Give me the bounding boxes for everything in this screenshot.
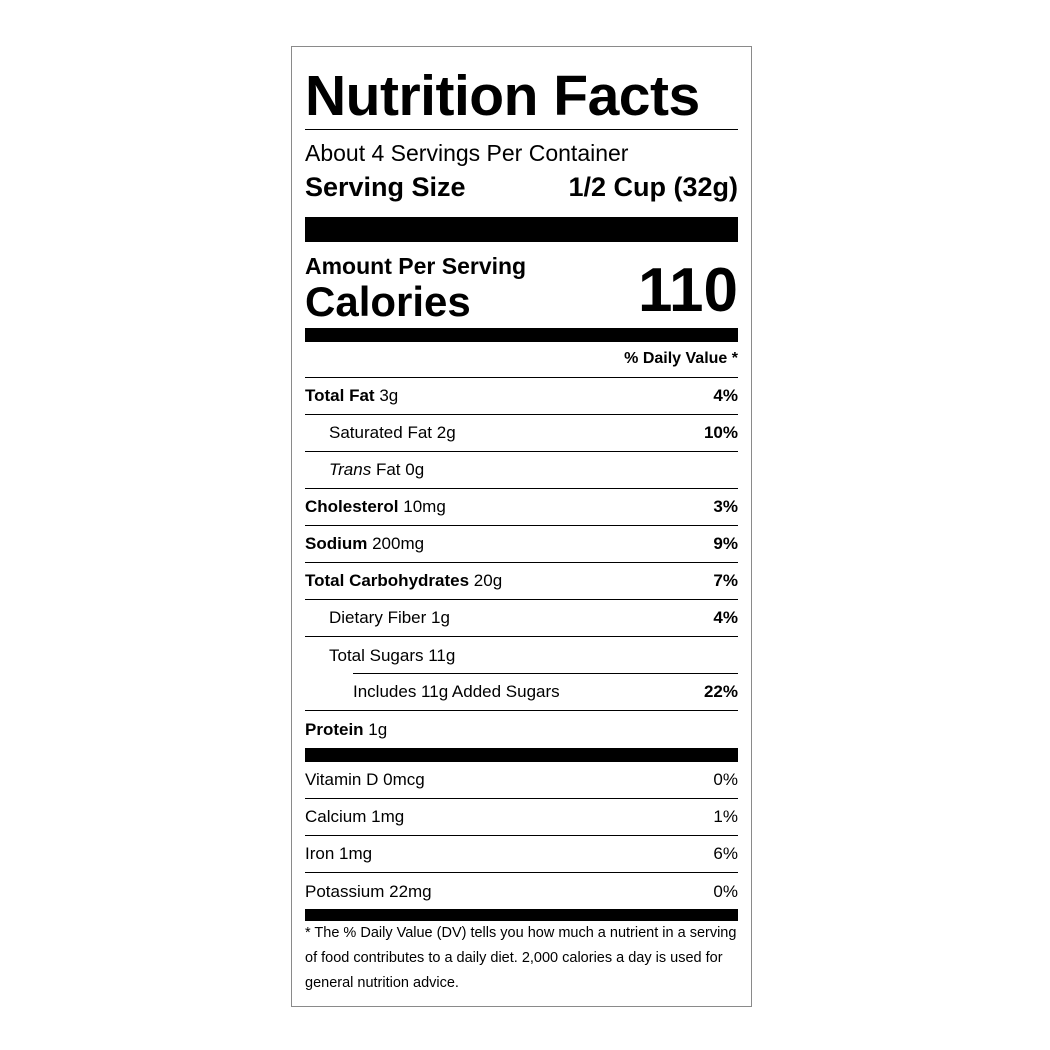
- nutrient-name-amount: Saturated Fat 2g: [305, 423, 456, 443]
- calories-value: 110: [637, 256, 738, 325]
- nutrient-name: Saturated Fat: [329, 423, 433, 442]
- vitamin-row: Calcium 1mg 1%: [305, 799, 738, 836]
- vitamin-name-amount: Vitamin D 0mcg: [305, 770, 425, 790]
- nutrient-name-amount: Total Fat 3g: [305, 386, 398, 406]
- vitamin-daily-value: 0%: [713, 881, 738, 901]
- nutrient-amount: 1g: [431, 608, 450, 627]
- serving-size-label: Serving Size: [305, 172, 466, 202]
- nutrient-amount: 2g: [436, 423, 456, 442]
- nutrient-name: Total Sugars: [329, 645, 424, 665]
- nutrient-name-amount: Protein 1g: [305, 720, 387, 740]
- nutrient-name: Cholesterol: [305, 497, 399, 516]
- label-title: Nutrition Facts: [305, 64, 700, 128]
- vitamin-name-amount: Potassium 22mg: [305, 882, 432, 902]
- nutrient-row: Total Carbohydrates 20g 7%: [305, 563, 738, 600]
- nutrient-name: Trans: [329, 460, 372, 479]
- serving-size: Serving Size 1/2 Cup (32g): [305, 171, 738, 203]
- nutrient-row: Trans Fat 0g: [305, 452, 738, 489]
- nutrient-daily-value: 10%: [703, 423, 738, 442]
- divider: [353, 673, 738, 674]
- serving-size-value: 1/2 Cup (32g): [568, 172, 738, 202]
- nutrient-name-amount: Includes 11g Added Sugars: [305, 682, 560, 702]
- nutrient-daily-value: 4%: [713, 386, 738, 405]
- vitamin-daily-value: 1%: [713, 807, 738, 826]
- nutrient-name-amount: Trans Fat 0g: [305, 460, 424, 480]
- nutrient-row: Saturated Fat 2g 10%: [305, 415, 738, 452]
- amount-per-serving: Amount Per Serving: [305, 253, 527, 279]
- nutrient-row: Cholesterol 10mg 3%: [305, 489, 738, 526]
- nutrient-row: Total Sugars 11g: [305, 637, 738, 674]
- vitamin-amount: 0mcg: [383, 770, 425, 789]
- vitamin-amount: 1mg: [371, 807, 405, 826]
- nutrient-daily-value: 4%: [713, 608, 738, 627]
- nutrient-name: Total Fat: [305, 386, 375, 405]
- medium-divider: [305, 748, 738, 762]
- nutrient-name-amount: Dietary Fiber 1g: [305, 608, 450, 628]
- nutrient-row: Dietary Fiber 1g 4%: [305, 600, 738, 637]
- nutrient-row: Protein 1g: [305, 711, 738, 748]
- nutrient-amount: 200mg: [372, 534, 425, 553]
- nutrient-amount: 1g: [368, 719, 388, 739]
- nutrient-row: Total Fat 3g 4%: [305, 378, 738, 415]
- thick-divider: [305, 217, 738, 242]
- nutrient-name-amount: Total Sugars 11g: [305, 646, 455, 666]
- vitamin-daily-value: 6%: [713, 844, 738, 863]
- nutrient-name: Protein: [305, 719, 364, 739]
- nutrient-daily-value: 7%: [713, 571, 738, 590]
- nutrient-amount: 3g: [379, 386, 399, 405]
- nutrient-daily-value: 22%: [703, 682, 738, 701]
- nutrient-name-amount: Total Carbohydrates 20g: [305, 571, 502, 591]
- vitamin-row: Iron 1mg 6%: [305, 836, 738, 873]
- daily-value-header: % Daily Value *: [624, 350, 738, 367]
- vitamin-name: Iron: [305, 844, 335, 863]
- vitamin-row: Potassium 22mg 0%: [305, 873, 738, 910]
- vitamin-name: Potassium: [305, 881, 385, 901]
- divider: [305, 129, 738, 130]
- nutrient-name: Dietary Fiber: [329, 608, 427, 627]
- divider: [305, 377, 738, 378]
- vitamin-name-amount: Calcium 1mg: [305, 807, 404, 827]
- nutrient-name: Includes 11g Added Sugars: [353, 682, 560, 701]
- vitamin-name: Calcium: [305, 807, 367, 826]
- nutrition-facts-label: Nutrition Facts About 4 Servings Per Con…: [291, 46, 752, 1007]
- nutrient-amount: 0g: [405, 460, 425, 479]
- nutrient-name-amount: Cholesterol 10mg: [305, 497, 446, 517]
- vitamin-name: Vitamin D: [305, 770, 379, 789]
- vitamin-amount: 1mg: [339, 844, 373, 863]
- vitamin-row: Vitamin D 0mcg 0%: [305, 762, 738, 799]
- footnote: * The % Daily Value (DV) tells you how m…: [305, 925, 737, 991]
- nutrient-daily-value: 3%: [713, 497, 738, 516]
- nutrient-daily-value: 9%: [713, 534, 738, 553]
- vitamin-name-amount: Iron 1mg: [305, 844, 372, 864]
- nutrient-name: Sodium: [305, 534, 368, 553]
- nutrient-row: Sodium 200mg 9%: [305, 526, 738, 563]
- nutrient-row: Includes 11g Added Sugars 22%: [305, 674, 738, 711]
- nutrient-amount: 20g: [473, 571, 503, 590]
- vitamin-list: Vitamin D 0mcg 0% Calcium 1mg 1% Iron 1mg 6% P…: [305, 762, 738, 910]
- servings-per-container: About 4 Servings Per Container: [305, 140, 629, 166]
- calories-label: Calories: [305, 278, 471, 325]
- nutrient-list: Total Fat 3g 4% Saturated Fat 2g 10% Trans F…: [305, 378, 738, 748]
- nutrient-name: Total Carbohydrates: [305, 571, 470, 590]
- medium-divider: [305, 328, 738, 342]
- nutrient-name-suffix: Fat: [375, 460, 401, 479]
- nutrient-amount: 10mg: [403, 497, 446, 516]
- nutrient-name-amount: Sodium 200mg: [305, 534, 424, 554]
- medium-divider: [305, 909, 738, 921]
- nutrient-amount: 11g: [428, 645, 456, 665]
- vitamin-daily-value: 0%: [713, 770, 738, 789]
- vitamin-amount: 22mg: [389, 881, 432, 901]
